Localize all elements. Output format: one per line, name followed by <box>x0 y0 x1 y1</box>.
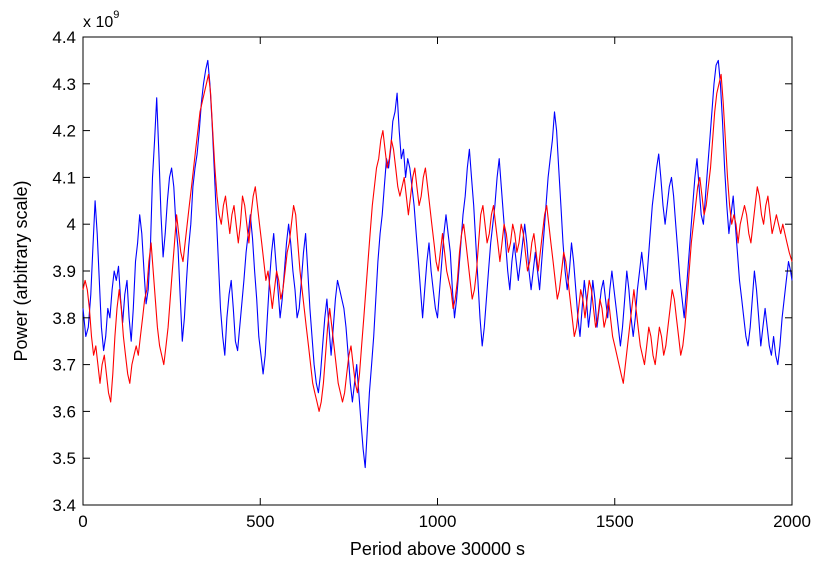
y-tick-label-8: 4.2 <box>52 122 76 141</box>
y-multiplier-exponent: 9 <box>113 9 119 21</box>
y-tick-label-4: 3.8 <box>52 309 76 328</box>
y-tick-label-5: 3.9 <box>52 262 76 281</box>
x-axis-label: Period above 30000 s <box>350 539 525 559</box>
y-tick-label-2: 3.6 <box>52 402 76 421</box>
y-multiplier-base: x 10 <box>83 14 113 31</box>
y-tick-label-9: 4.3 <box>52 75 76 94</box>
x-tick-label-0: 0 <box>78 512 87 531</box>
plot-frame <box>82 36 793 506</box>
y-tick-label-7: 4.1 <box>52 168 76 187</box>
x-tick-label-3: 1500 <box>596 512 634 531</box>
y-multiplier-label: x 109 <box>83 9 119 31</box>
x-tick-label-2: 1000 <box>419 512 457 531</box>
y-tick-label-3: 3.7 <box>52 356 76 375</box>
x-tick-label-4: 2000 <box>773 512 811 531</box>
y-axis-label: Power (arbitrary scale) <box>11 180 31 361</box>
tick-layer <box>82 36 793 506</box>
x-tick-label-1: 500 <box>246 512 274 531</box>
y-tick-label-0: 3.4 <box>52 496 76 515</box>
series-line-1 <box>82 59 793 469</box>
tick-label-layer: 0 500 1000 1500 2000 3.4 3.5 3.6 3.7 3.8 3.9 4 4.1 4.… <box>52 28 811 531</box>
y-tick-label-1: 3.5 <box>52 449 76 468</box>
series-layer <box>82 59 793 469</box>
series-line-2 <box>82 73 793 412</box>
y-tick-label-6: 4 <box>67 215 76 234</box>
y-tick-label-10: 4.4 <box>52 28 76 47</box>
